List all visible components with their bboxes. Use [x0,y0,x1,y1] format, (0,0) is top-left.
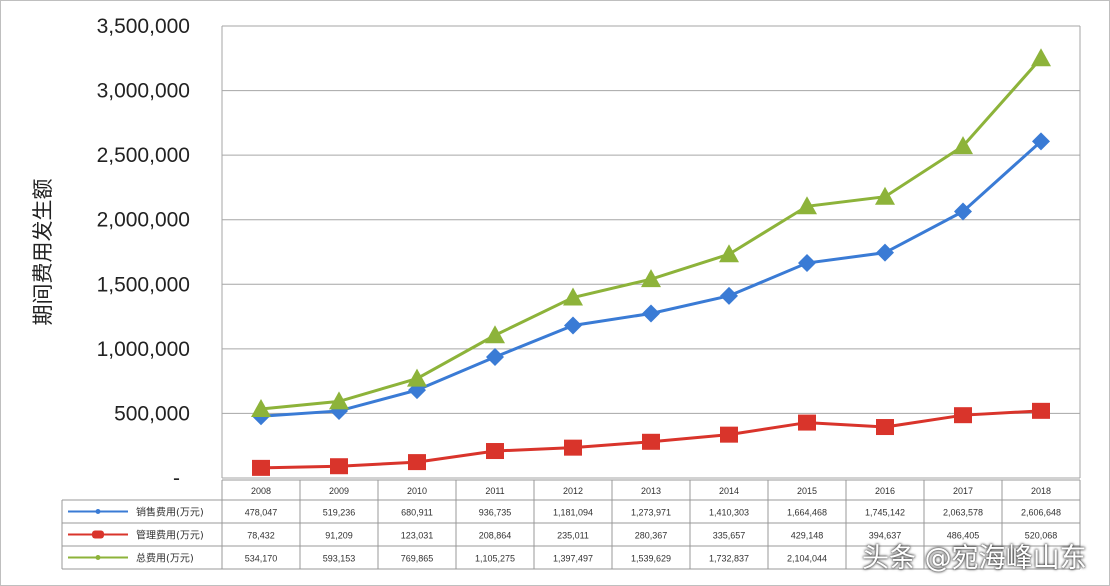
table-cell: 769,865 [401,554,434,564]
y-tick-label: 3,500,000 [97,15,190,38]
x-tick-label: 2010 [407,486,427,496]
data-point [876,243,894,262]
data-point [798,414,816,431]
x-tick-label: 2009 [329,486,349,496]
y-tick-label: 1,000,000 [97,338,190,361]
data-point [564,439,582,456]
data-point [1031,48,1051,67]
table-cell: 1,745,142 [865,508,905,518]
y-tick-label: 500,000 [114,402,190,425]
data-point [252,459,270,476]
x-tick-label: 2016 [875,486,895,496]
x-tick-label: 2011 [485,486,504,496]
y-tick-label: 1,500,000 [97,273,190,296]
data-point [486,348,504,367]
table-cell: 519,236 [323,508,356,518]
table-cell: 1,273,971 [631,508,671,518]
table-cell: 235,011 [557,531,589,541]
legend-label: 总费用(万元) [136,552,194,565]
table-cell: 78,432 [247,531,275,541]
data-point [642,433,660,450]
legend-marker [95,555,101,560]
data-point [329,391,349,410]
data-point [564,316,582,335]
table-cell: 1,105,275 [475,554,515,564]
data-point [407,368,427,387]
table-cell: 2,104,044 [787,554,827,564]
legend-marker [92,530,104,539]
table-cell: 394,637 [869,531,902,541]
table-cell: 520,068 [1025,531,1058,541]
legend-label: 销售费用(万元) [136,506,204,519]
table-cell: 335,657 [713,531,746,541]
x-tick-label: 2018 [1031,486,1051,496]
data-point [720,426,738,443]
table-cell: 1,539,629 [631,554,671,564]
data-point [485,325,505,344]
x-tick-label: 2014 [719,486,739,496]
table-cell: 1,410,303 [709,508,749,518]
x-tick-label: 2015 [797,486,817,496]
table-cell: 280,367 [635,531,668,541]
table-cell: 486,405 [947,531,980,541]
table-cell: 2,606,648 [1021,508,1061,518]
table-cell: 1,664,468 [787,508,827,518]
table-cell: 680,911 [401,508,433,518]
table-cell: 1,181,094 [553,508,593,518]
data-point [486,443,504,460]
legend-label: 管理费用(万元) [136,529,204,542]
data-point [251,399,271,418]
data-point [953,136,973,155]
data-point [1032,402,1050,419]
data-point [876,419,894,436]
table-cell: 91,209 [325,531,353,541]
table-cell: 2,063,578 [943,508,983,518]
data-point [641,269,661,288]
data-point [1032,132,1050,151]
data-point [798,254,816,273]
table-cell: 593,153 [323,554,356,564]
table-cell: 208,864 [479,531,512,541]
y-tick-label: 2,000,000 [97,209,190,232]
table-cell: 936,735 [479,508,512,518]
y-tick-label: 2,500,000 [97,144,190,167]
legend-marker [95,509,101,514]
x-tick-label: 2012 [563,486,583,496]
data-point [642,304,660,323]
x-tick-label: 2008 [251,486,271,496]
data-point [875,186,895,205]
y-axis-label: 期间费用发生额 [31,179,55,326]
table-cell: 534,170 [245,554,278,564]
y-tick-label: 3,000,000 [97,80,190,103]
data-point [720,286,738,305]
data-point [719,244,739,263]
table-cell: 478,047 [245,508,278,518]
table-cell: 123,031 [401,531,434,541]
table-cell: 429,148 [791,531,824,541]
data-point [563,287,583,306]
data-point [954,202,972,221]
data-point [330,458,348,475]
data-point [797,196,817,215]
table-cell: 1,397,497 [553,554,593,564]
data-point [408,454,426,471]
watermark: 头条 @宛海峰山东 [862,543,1087,574]
data-point [954,407,972,424]
x-tick-label: 2013 [641,486,661,496]
table-cell: 1,732,837 [709,554,749,564]
x-tick-label: 2017 [953,486,973,496]
y-tick-label: - [173,467,180,490]
